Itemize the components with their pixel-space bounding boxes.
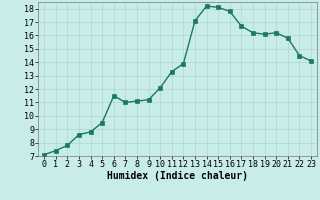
X-axis label: Humidex (Indice chaleur): Humidex (Indice chaleur): [107, 171, 248, 181]
